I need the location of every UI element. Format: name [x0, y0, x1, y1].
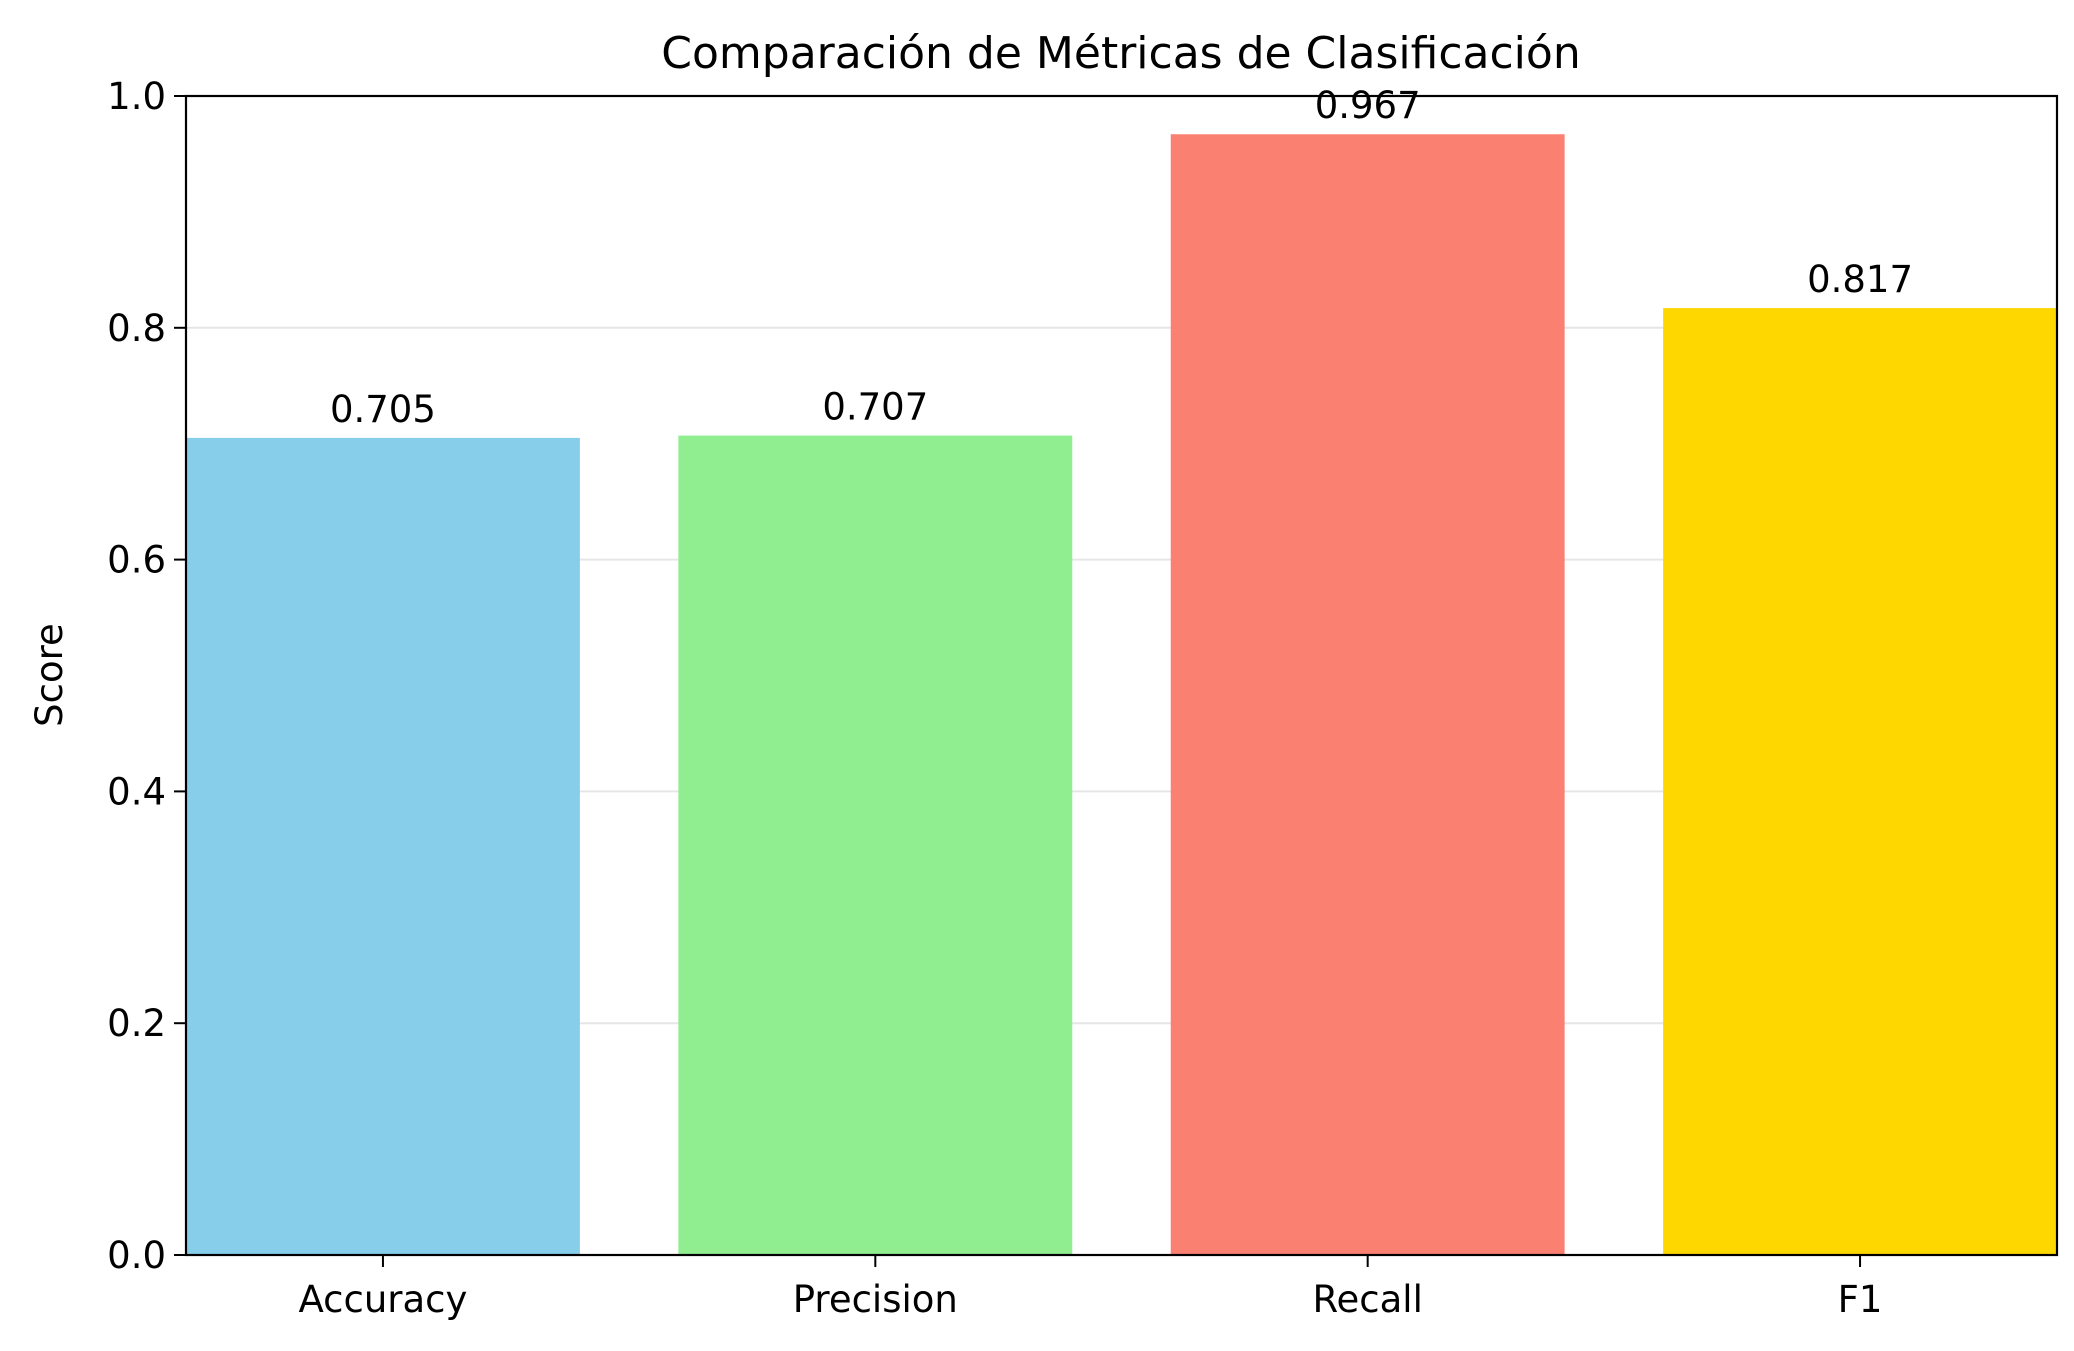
x-tick-label: Precision: [793, 1278, 958, 1321]
y-tick-label: 0.0: [107, 1234, 166, 1277]
y-tick-label: 0.2: [107, 1002, 166, 1045]
x-tick-label: F1: [1838, 1278, 1883, 1321]
data-label-f1: 0.817: [1807, 258, 1913, 301]
data-label-recall: 0.967: [1315, 84, 1421, 127]
y-axis-label: Score: [28, 623, 71, 727]
chart-title: Comparación de Métricas de Clasificación: [661, 28, 1580, 79]
data-label-accuracy: 0.705: [330, 388, 436, 431]
y-tick-label: 1.0: [107, 75, 166, 118]
bar-precision: [678, 435, 1073, 1255]
bars: [186, 134, 2057, 1256]
plot-frame: [184, 94, 2059, 1257]
data-labels: 0.705 0.707 0.967 0.817: [330, 84, 1913, 431]
x-tick-label: Recall: [1312, 1278, 1422, 1321]
bar-f1: [1663, 308, 2057, 1255]
y-axis-ticks: 0.0 0.2 0.4 0.6 0.8 1.0: [107, 75, 186, 1277]
bar-recall: [1170, 134, 1565, 1256]
data-label-precision: 0.707: [822, 386, 928, 429]
y-tick-label: 0.6: [107, 539, 166, 582]
y-tick-label: 0.4: [107, 770, 166, 813]
x-axis-ticks: Accuracy Precision Recall F1: [298, 1255, 1882, 1321]
y-tick-label: 0.8: [107, 307, 166, 350]
x-tick-label: Accuracy: [298, 1278, 467, 1321]
bar-accuracy: [186, 437, 580, 1255]
